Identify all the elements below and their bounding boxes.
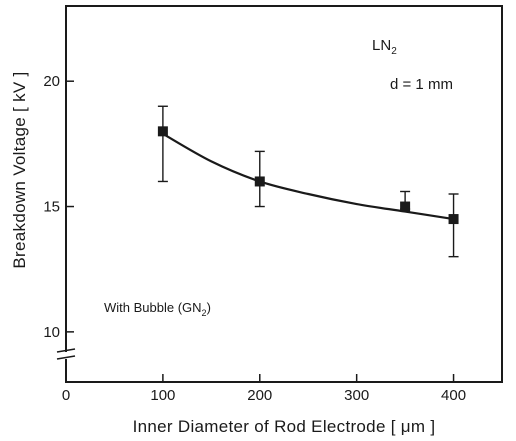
square-marker	[254, 176, 265, 187]
x-tick-label: 300	[344, 387, 369, 404]
y-tick-label: 15	[43, 199, 60, 216]
x-tick-label: 200	[247, 387, 272, 404]
annotation-condition: With Bubble (GN2)	[104, 300, 211, 318]
y-axis-title: Breakdown Voltage [ kV ]	[10, 71, 29, 268]
x-tick-label: 400	[441, 387, 466, 404]
annotation-medium-subscript: 2	[391, 46, 397, 57]
y-tick-label: 20	[43, 73, 60, 90]
x-axis-title: Inner Diameter of Rod Electrode [ μm ]	[133, 417, 436, 436]
x-tick-label: 100	[150, 387, 175, 404]
square-marker	[448, 214, 459, 225]
x-axis-ticks: 0 100 200 300 400	[62, 374, 466, 404]
data-point	[157, 105, 168, 183]
fit-curve	[162, 132, 454, 221]
annotation-condition-subscript: 2	[202, 308, 207, 318]
data-point	[448, 193, 459, 258]
square-marker	[157, 126, 168, 137]
annotation-gap: d = 1 mm	[390, 76, 453, 93]
data-point	[254, 150, 265, 208]
data-points	[157, 105, 459, 258]
annotation-medium: LN2	[372, 37, 397, 57]
y-axis-break	[56, 348, 76, 360]
square-marker	[400, 201, 411, 212]
y-axis-ticks: 10 15 20	[43, 73, 74, 341]
plot-frame	[65, 5, 503, 383]
y-tick-label: 10	[43, 324, 60, 341]
x-tick-label: 0	[62, 387, 70, 404]
data-point	[400, 190, 411, 212]
